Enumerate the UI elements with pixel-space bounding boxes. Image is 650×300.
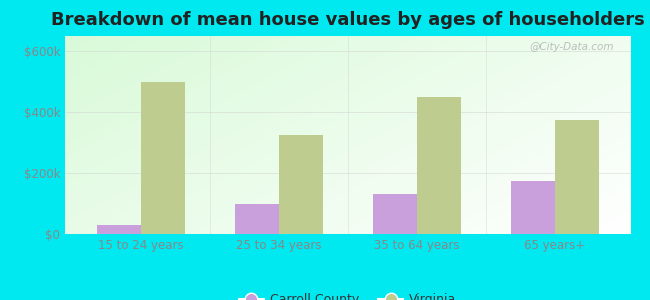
Legend: Carroll County, Virginia: Carroll County, Virginia (234, 288, 462, 300)
Bar (97, 225, 141, 234)
Bar (141, 82, 185, 234)
Text: @City-Data.com: @City-Data.com (529, 42, 614, 52)
Bar (235, 203, 279, 234)
Bar (279, 135, 323, 234)
Bar (510, 181, 554, 234)
Bar (372, 194, 417, 234)
Title: Breakdown of mean house values by ages of householders: Breakdown of mean house values by ages o… (51, 11, 645, 29)
Bar (417, 97, 461, 234)
Bar (554, 120, 599, 234)
